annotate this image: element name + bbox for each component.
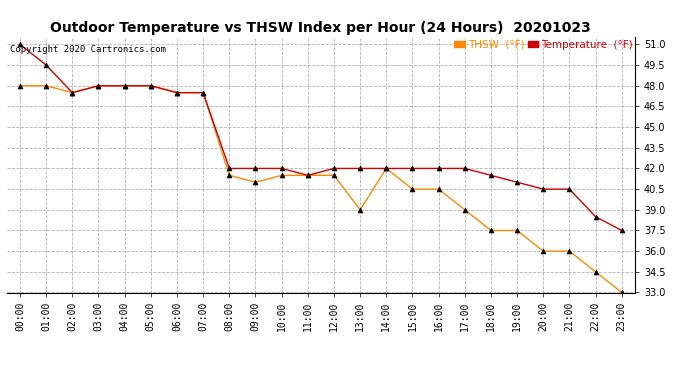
Temperature  (°F) (304, 173, 312, 178)
Temperature  (°F) (16, 42, 24, 46)
THSW  (°F) (513, 228, 521, 233)
Temperature  (°F) (356, 166, 364, 171)
Legend: THSW  (°F), Temperature  (°F): THSW (°F), Temperature (°F) (455, 40, 633, 50)
Temperature  (°F) (565, 187, 573, 191)
Temperature  (°F) (618, 228, 626, 233)
THSW  (°F) (304, 173, 312, 178)
Temperature  (°F) (408, 166, 417, 171)
THSW  (°F) (356, 207, 364, 212)
THSW  (°F) (277, 173, 286, 178)
Temperature  (°F) (147, 84, 155, 88)
THSW  (°F) (68, 90, 77, 95)
Temperature  (°F) (251, 166, 259, 171)
THSW  (°F) (42, 84, 50, 88)
THSW  (°F) (147, 84, 155, 88)
Temperature  (°F) (382, 166, 391, 171)
Temperature  (°F) (68, 90, 77, 95)
THSW  (°F) (121, 84, 129, 88)
THSW  (°F) (539, 249, 547, 254)
Temperature  (°F) (461, 166, 469, 171)
Temperature  (°F) (199, 90, 207, 95)
Temperature  (°F) (172, 90, 181, 95)
THSW  (°F) (172, 90, 181, 95)
Temperature  (°F) (95, 84, 103, 88)
THSW  (°F) (16, 84, 24, 88)
Line: Temperature  (°F): Temperature (°F) (17, 42, 624, 233)
THSW  (°F) (251, 180, 259, 184)
Temperature  (°F) (539, 187, 547, 191)
Line: THSW  (°F): THSW (°F) (17, 83, 624, 295)
THSW  (°F) (330, 173, 338, 178)
Temperature  (°F) (42, 63, 50, 68)
Temperature  (°F) (591, 214, 600, 219)
Temperature  (°F) (225, 166, 233, 171)
THSW  (°F) (565, 249, 573, 254)
Temperature  (°F) (277, 166, 286, 171)
THSW  (°F) (486, 228, 495, 233)
THSW  (°F) (408, 187, 417, 191)
Temperature  (°F) (486, 173, 495, 178)
Temperature  (°F) (435, 166, 443, 171)
THSW  (°F) (199, 90, 207, 95)
Temperature  (°F) (513, 180, 521, 184)
THSW  (°F) (382, 166, 391, 171)
Text: Copyright 2020 Cartronics.com: Copyright 2020 Cartronics.com (10, 45, 166, 54)
THSW  (°F) (225, 173, 233, 178)
THSW  (°F) (95, 84, 103, 88)
THSW  (°F) (461, 207, 469, 212)
THSW  (°F) (618, 290, 626, 295)
Temperature  (°F) (121, 84, 129, 88)
THSW  (°F) (435, 187, 443, 191)
Title: Outdoor Temperature vs THSW Index per Hour (24 Hours)  20201023: Outdoor Temperature vs THSW Index per Ho… (50, 21, 591, 35)
Temperature  (°F) (330, 166, 338, 171)
THSW  (°F) (591, 270, 600, 274)
